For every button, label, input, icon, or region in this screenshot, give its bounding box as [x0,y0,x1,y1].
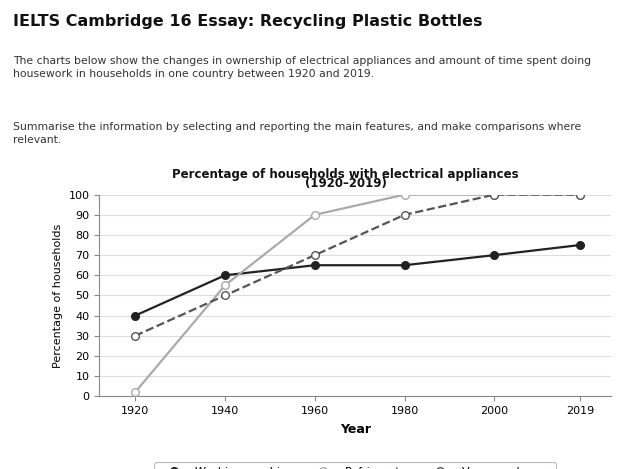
Legend: Washing machine, Refrigerator, Vacuum cleaner: Washing machine, Refrigerator, Vacuum cl… [154,462,556,469]
X-axis label: Year: Year [340,423,371,436]
Text: Summarise the information by selecting and reporting the main features, and make: Summarise the information by selecting a… [13,122,581,145]
Text: IELTS Cambridge 16 Essay: Recycling Plastic Bottles: IELTS Cambridge 16 Essay: Recycling Plas… [13,14,483,29]
Text: Percentage of households with electrical appliances: Percentage of households with electrical… [172,167,519,181]
Y-axis label: Percentage of households: Percentage of households [53,223,63,368]
Text: The charts below show the changes in ownership of electrical appliances and amou: The charts below show the changes in own… [13,56,591,79]
Text: (1920–2019): (1920–2019) [305,177,387,190]
